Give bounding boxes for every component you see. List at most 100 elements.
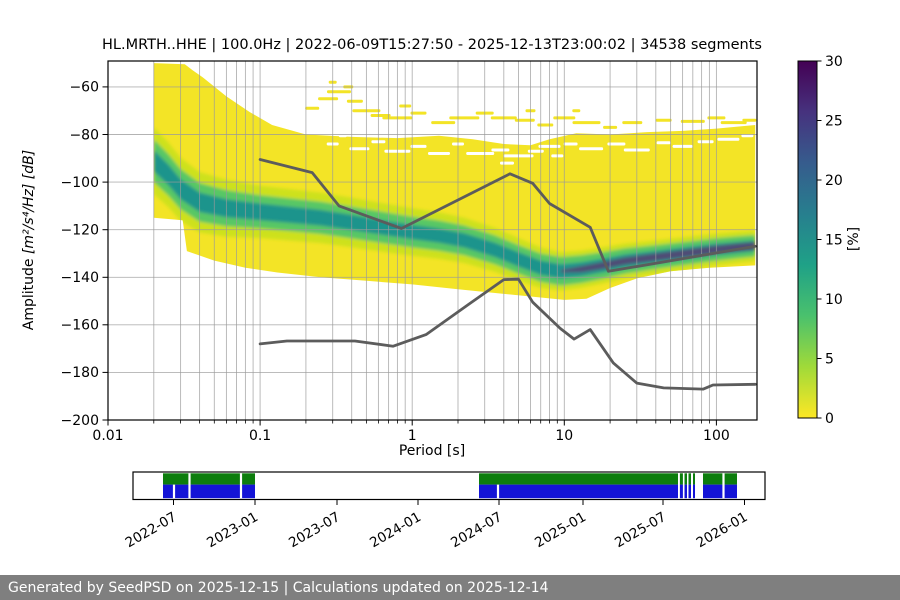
x-axis-label: Period [s] xyxy=(399,443,465,459)
x-tick-label: 100 xyxy=(703,428,730,444)
coverage-segment-green xyxy=(688,473,691,485)
timeline-tick-label: 2025-01 xyxy=(532,509,589,551)
y-tick-label: −180 xyxy=(61,365,99,381)
heatmap-outlier-wisp xyxy=(431,121,456,125)
heatmap-layer-density-low xyxy=(153,127,756,291)
coverage-segment-blue xyxy=(703,484,737,499)
heatmap-gap-hole xyxy=(717,137,740,141)
heatmap-outlier-wisp xyxy=(720,121,747,125)
heatmap-gap-hole xyxy=(500,161,514,165)
coverage-segment-blue xyxy=(693,484,695,499)
coverage-segment-blue xyxy=(679,484,683,499)
coverage-gap-blue xyxy=(496,484,500,499)
y-tick-label: −160 xyxy=(61,318,99,334)
y-axis-label-units: [m²/s⁴/Hz] [dB] xyxy=(21,150,37,254)
coverage-segment-green xyxy=(679,473,683,485)
heatmap-outlier-wisp xyxy=(318,97,339,101)
colorbar-tick-label: 30 xyxy=(825,54,843,70)
heatmap-outlier-wisp xyxy=(449,116,480,120)
ppsd-figure: HL.MRTH..HHE | 100.0Hz | 2022-06-09T15:2… xyxy=(21,37,862,552)
colorbar-tick-label: 25 xyxy=(825,113,843,129)
y-tick-label: −80 xyxy=(69,127,99,143)
heatmap-gap-hole xyxy=(563,142,578,146)
heatmap-layer-density-peak xyxy=(560,242,756,273)
x-tick-label: 0.01 xyxy=(92,428,123,444)
footer-text: Generated by SeedPSD on 2025-12-15 | Cal… xyxy=(8,579,549,596)
heatmap-gap-hole xyxy=(491,148,510,152)
heatmap xyxy=(153,63,757,300)
heatmap-outlier-wisp xyxy=(514,118,535,122)
colorbar: 0 5 10 15 20 25 30 xyxy=(797,54,843,427)
x-tick-label: 10 xyxy=(555,428,573,444)
heatmap-density-layers xyxy=(153,127,756,291)
heatmap-outlier-wisp xyxy=(572,109,581,113)
heatmap-gap-hole xyxy=(656,141,671,145)
coverage-segment-blue xyxy=(479,484,678,499)
heatmap-outlier-wisp xyxy=(410,111,427,115)
heatmap-gap-hole xyxy=(607,142,626,146)
x-tick-label: 1 xyxy=(408,428,417,444)
timeline-tick-label: 2024-01 xyxy=(367,509,424,551)
x-axis: 0.01 0.1 1 10 100 xyxy=(92,420,730,444)
y-tick-label: −100 xyxy=(61,175,99,191)
coverage-segment-green xyxy=(703,473,737,485)
timeline-tick-label: 2023-07 xyxy=(286,509,343,551)
y-tick-label: −60 xyxy=(69,80,99,96)
heatmap-outlier-wisp xyxy=(742,118,757,122)
coverage-segment-blue xyxy=(163,484,255,499)
coverage-gap-blue xyxy=(172,484,176,499)
heatmap-outlier-wisp xyxy=(327,90,351,94)
low-noise-model-line xyxy=(258,277,757,391)
x-tick-label: 0.1 xyxy=(249,428,271,444)
heatmap-outlier-wisp xyxy=(305,106,320,110)
timeline-tick-label: 2024-07 xyxy=(448,509,505,551)
heatmap-layer-density-high xyxy=(153,150,756,279)
heatmap-clip-group xyxy=(153,63,757,300)
coverage-segment-green xyxy=(684,473,687,485)
heatmap-gap-hole xyxy=(527,149,544,153)
coverage-gap xyxy=(722,473,725,499)
y-axis-label: Amplitude [m²/s⁴/Hz] [dB] xyxy=(21,150,37,330)
timeline-tick-label: 2022-07 xyxy=(123,509,180,551)
noise-model-lines xyxy=(258,158,757,391)
coverage-gap xyxy=(239,473,243,499)
timeline-tick-label: 2025-07 xyxy=(612,509,669,551)
heatmap-gap-hole xyxy=(349,147,370,151)
heatmap-outlier-wisp xyxy=(346,99,363,103)
heatmap-gap-hole xyxy=(579,147,604,151)
coverage-segment-green xyxy=(693,473,695,485)
footer-bar: Generated by SeedPSD on 2025-12-15 | Cal… xyxy=(0,575,900,600)
coverage-segment-green xyxy=(163,473,255,485)
heatmap-gap-hole xyxy=(410,144,427,148)
timeline-tick-label: 2023-01 xyxy=(204,509,261,551)
timeline-tick-label: 2026-01 xyxy=(694,509,751,551)
heatmap-gap-hole xyxy=(428,152,450,155)
ppsd-plot-canvas: HL.MRTH..HHE | 100.0Hz | 2022-06-09T15:2… xyxy=(21,37,862,551)
colorbar-tick-label: 20 xyxy=(825,173,843,189)
y-tick-label: −200 xyxy=(61,413,99,429)
coverage-gap xyxy=(188,473,191,499)
plot-frame xyxy=(107,60,758,421)
colorbar-tick-label: 0 xyxy=(825,411,834,427)
chart-title: HL.MRTH..HHE | 100.0Hz | 2022-06-09T15:2… xyxy=(102,37,762,53)
heatmap-gap-hole xyxy=(466,152,495,155)
heatmap-outlier-wisp xyxy=(655,118,672,122)
coverage-segment-blue xyxy=(688,484,691,499)
heatmap-gap-hole xyxy=(697,140,714,144)
y-tick-label: −120 xyxy=(61,223,99,239)
colorbar-tick-label: 10 xyxy=(825,292,843,308)
colorbar-tick-label: 5 xyxy=(825,351,834,367)
colorbar-tick-label: 15 xyxy=(825,232,843,248)
y-axis: −60 −80 −100 −120 −140 −160 −180 −200 xyxy=(61,80,108,429)
coverage-timeline: 2022-07 2023-01 2023-07 2024-01 2024-07 2025-… xyxy=(123,471,766,551)
y-tick-label: −140 xyxy=(61,270,99,286)
colorbar-gradient xyxy=(797,60,818,419)
heatmap-outlier-wisp xyxy=(370,114,391,117)
coverage-segment-green xyxy=(479,473,678,485)
high-noise-model-line xyxy=(258,158,757,273)
heatmap-outlier-wisp xyxy=(622,121,643,125)
colorbar-label: [%] xyxy=(846,227,862,251)
coverage-segment-blue xyxy=(684,484,687,499)
y-axis-label-prefix: Amplitude xyxy=(21,254,37,330)
heatmap-outlier-wisp xyxy=(572,121,601,125)
